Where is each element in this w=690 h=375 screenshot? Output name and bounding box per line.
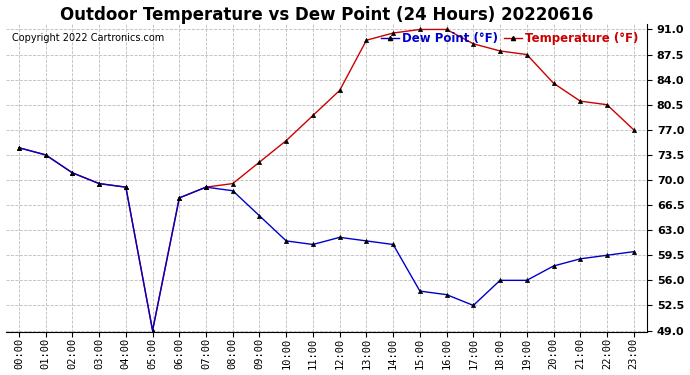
Title: Outdoor Temperature vs Dew Point (24 Hours) 20220616: Outdoor Temperature vs Dew Point (24 Hou… [59, 6, 593, 24]
Legend: Dew Point (°F), Temperature (°F): Dew Point (°F), Temperature (°F) [379, 30, 641, 47]
Text: Copyright 2022 Cartronics.com: Copyright 2022 Cartronics.com [12, 33, 164, 43]
